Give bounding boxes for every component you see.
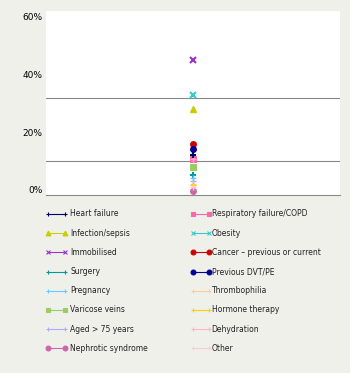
Text: Aged > 75 years: Aged > 75 years [70, 325, 134, 333]
Text: Previous DVT/PE: Previous DVT/PE [212, 267, 274, 276]
Text: Cancer – previous or current: Cancer – previous or current [212, 248, 321, 257]
Text: Other: Other [212, 344, 233, 353]
Text: Pregnancy: Pregnancy [70, 286, 111, 295]
Text: Nephrotic syndrome: Nephrotic syndrome [70, 344, 148, 353]
Text: Respiratory failure/COPD: Respiratory failure/COPD [212, 210, 307, 219]
Text: Dehydration: Dehydration [212, 325, 259, 333]
Text: Varicose veins: Varicose veins [70, 305, 125, 314]
Text: Heart failure: Heart failure [70, 210, 119, 219]
Text: Immobilised: Immobilised [70, 248, 117, 257]
Text: Hormone therapy: Hormone therapy [212, 305, 279, 314]
Text: Surgery: Surgery [70, 267, 100, 276]
Text: Obesity: Obesity [212, 229, 241, 238]
Text: Infection/sepsis: Infection/sepsis [70, 229, 130, 238]
Text: Thrombophilia: Thrombophilia [212, 286, 267, 295]
